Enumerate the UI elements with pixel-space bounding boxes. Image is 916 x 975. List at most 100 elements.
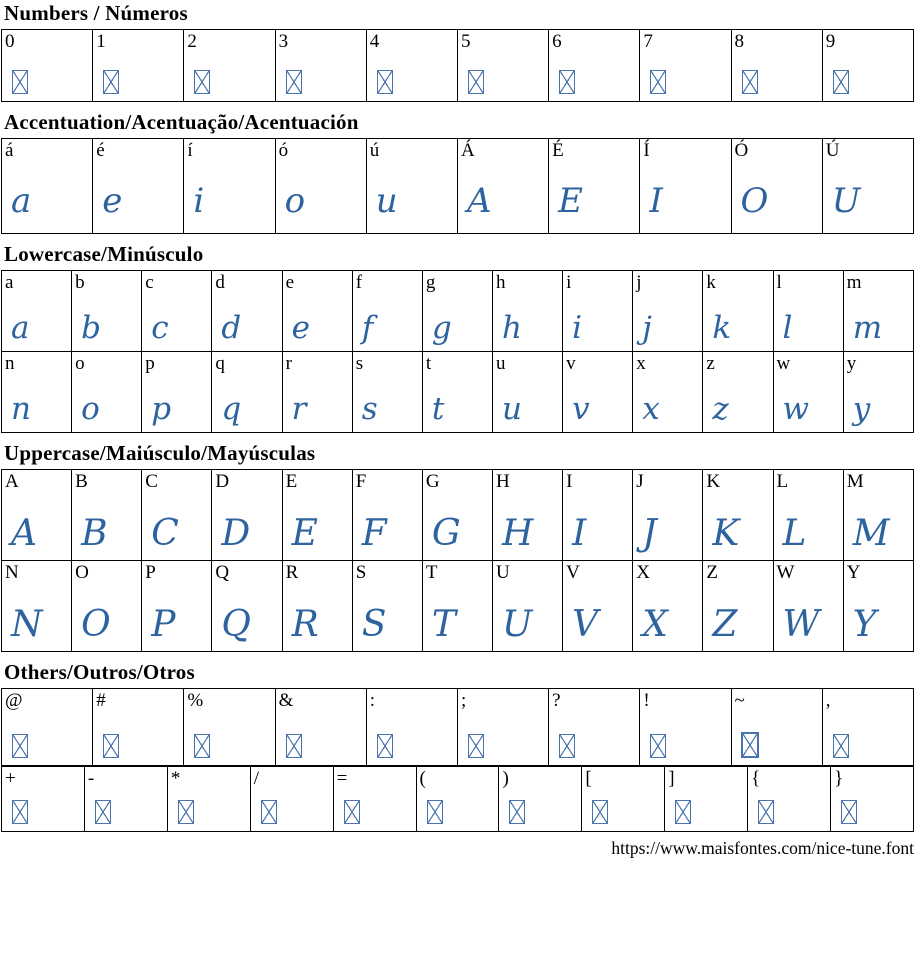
- missing-glyph-icon: [559, 70, 576, 95]
- char-label: G: [425, 471, 440, 493]
- glyph-sample: a: [11, 181, 32, 222]
- missing-glyph-icon: [509, 800, 526, 825]
- section-title-lowercase: Lowercase/Minúsculo: [4, 242, 204, 267]
- missing-glyph-icon: [559, 734, 576, 759]
- char-label: 2: [187, 31, 197, 53]
- char-label: {: [751, 768, 761, 790]
- section-title-uppercase: Uppercase/Maiúsculo/Mayúsculas: [4, 441, 316, 466]
- glyph-sample: O: [81, 604, 111, 646]
- glyph-cell: ;: [456, 688, 550, 767]
- glyph-cell: +: [1, 766, 85, 833]
- glyph-sample: q: [221, 391, 242, 428]
- glyph-sample: n: [11, 391, 31, 428]
- glyph-cell: ]: [664, 766, 749, 833]
- glyph-sample: m: [852, 310, 883, 347]
- glyph-sample: u: [501, 391, 522, 428]
- char-label: C: [145, 471, 158, 493]
- char-label: F: [355, 471, 367, 493]
- char-label: k: [706, 272, 716, 294]
- glyph-sample: j: [642, 310, 652, 347]
- glyph-sample: i: [572, 310, 583, 347]
- glyph-cell: !: [639, 688, 732, 767]
- char-label: l: [776, 272, 782, 294]
- char-label: Y: [846, 562, 861, 584]
- glyph-sample: B: [81, 513, 108, 555]
- glyph-sample: L: [782, 513, 807, 555]
- glyph-cell: 5: [456, 29, 550, 103]
- char-label: d: [215, 272, 225, 294]
- glyph-cell: ?: [548, 688, 641, 767]
- char-label: Í: [643, 140, 650, 162]
- missing-glyph-icon: [650, 70, 667, 95]
- char-label: á: [5, 140, 14, 162]
- char-label: M: [846, 471, 864, 493]
- missing-glyph-icon: [94, 800, 111, 825]
- char-label: K: [706, 471, 721, 493]
- glyph-sample: J: [642, 513, 657, 555]
- char-label: m: [846, 272, 862, 294]
- glyph-sample: U: [831, 181, 861, 222]
- missing-glyph-icon: [343, 800, 360, 825]
- glyph-table-others-1: @ #% &:;?! ~,: [0, 688, 915, 767]
- char-label: j: [636, 272, 642, 294]
- char-label: #: [96, 690, 106, 712]
- glyph-sample: Y: [852, 604, 877, 646]
- glyph-cell: 6: [548, 29, 641, 103]
- missing-glyph-icon: [194, 70, 211, 95]
- glyph-sample: o: [284, 181, 306, 222]
- glyph-cell: 0: [0, 29, 94, 103]
- char-label: I: [566, 471, 573, 493]
- char-label: @: [5, 690, 23, 712]
- glyph-sample: E: [558, 181, 583, 222]
- glyph-sample: E: [291, 513, 318, 555]
- char-label: W: [776, 562, 795, 584]
- missing-glyph-icon: [650, 734, 667, 759]
- char-label: V: [566, 562, 580, 584]
- glyph-sample: d: [221, 310, 242, 347]
- char-label: x: [636, 353, 646, 375]
- glyph-cell: 1: [92, 29, 185, 103]
- glyph-sample: A: [11, 513, 37, 555]
- char-label: 3: [278, 31, 289, 53]
- glyph-sample: H: [501, 513, 534, 555]
- char-label: ~: [734, 690, 745, 712]
- glyph-sample: M: [852, 513, 890, 555]
- missing-glyph-icon: [741, 70, 758, 95]
- glyph-cell: {: [747, 766, 832, 833]
- glyph-sample: W: [782, 604, 820, 646]
- missing-glyph-icon: [12, 70, 28, 95]
- glyph-sample: b: [81, 310, 101, 347]
- char-label: O: [75, 562, 89, 584]
- glyph-table-others-2: + - * / = () [] {}: [1, 766, 914, 833]
- source-url: https://www.maisfontes.com/nice-tune.fon…: [611, 838, 914, 859]
- char-label: T: [425, 562, 438, 584]
- char-label: &: [278, 690, 294, 712]
- glyph-sample: c: [151, 310, 169, 347]
- char-label: ;: [460, 690, 467, 712]
- glyph-sample: e: [102, 181, 123, 222]
- missing-glyph-icon: [841, 800, 858, 825]
- section-others: Others/Outros/Otros @ #% &:;?! ~, + - * / = () [] {}: [0, 661, 916, 833]
- char-label: i: [566, 272, 572, 294]
